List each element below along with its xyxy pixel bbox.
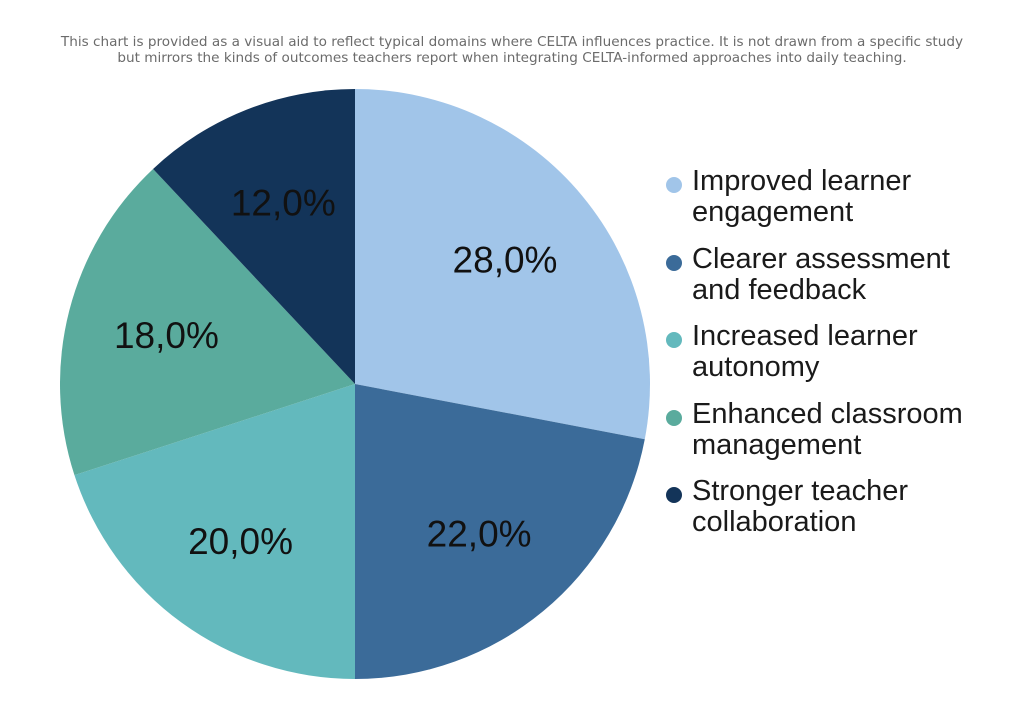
pie-slice-clearer-assessment-and-feedback[interactable] [355, 384, 645, 679]
legend-item-improved-learner-engagement[interactable]: Improved learner engagement [664, 166, 1024, 244]
chart-caption: This chart is provided as a visual aid t… [0, 34, 1024, 66]
legend-label: Clearer assessment and feedback [692, 242, 1024, 306]
data-label-improved-learner-engagement: 28,0% [453, 239, 558, 280]
pie-data-labels: 28,0% 22,0% 20,0% 18,0% 12,0% [114, 182, 558, 562]
legend: Improved learner engagement Clearer asse… [664, 166, 1024, 554]
legend-marker [666, 487, 682, 503]
legend-marker [666, 254, 682, 271]
legend-label-line-2: collaboration [692, 506, 857, 538]
caption-line-1: This chart is provided as a visual aid t… [60, 34, 964, 50]
legend-label-line-1: Clearer assessment [692, 242, 950, 275]
legend-item-increased-learner-autonomy[interactable]: Increased learner autonomy [664, 321, 1024, 399]
data-label-clearer-assessment-and-feedback: 22,0% [427, 514, 532, 555]
pie-slice-improved-learner-engagement[interactable] [355, 89, 650, 440]
legend-label: Improved learner engagement [692, 166, 1024, 228]
caption-line-2: but mirrors the kinds of outcomes teache… [117, 50, 907, 66]
legend-item-clearer-assessment-and-feedback[interactable]: Clearer assessment and feedback [664, 242, 1024, 322]
legend-item-enhanced-classroom-management[interactable]: Enhanced classroom management [664, 397, 1024, 477]
pie-slices [60, 89, 650, 679]
legend-label-line-1: Enhanced classroom [692, 397, 963, 430]
legend-label-line-2: autonomy [692, 351, 820, 383]
legend-label-line-2: and feedback [692, 273, 867, 306]
legend-marker [666, 177, 682, 193]
legend-item-stronger-teacher-collaboration[interactable]: Stronger teacher collaboration [664, 476, 1024, 554]
legend-label: Enhanced classroom management [692, 397, 1024, 461]
legend-marker [666, 332, 682, 348]
data-label-increased-learner-autonomy: 20,0% [188, 521, 293, 562]
legend-label-line-1: Increased learner [692, 320, 918, 352]
pie-slice-increased-learner-autonomy[interactable] [74, 384, 355, 679]
data-label-stronger-teacher-collaboration: 12,0% [231, 182, 336, 223]
legend-marker [666, 409, 682, 426]
legend-label: Increased learner autonomy [692, 321, 1024, 383]
legend-label: Stronger teacher collaboration [692, 476, 1024, 538]
legend-label-line-2: management [692, 428, 862, 461]
pie-slice-enhanced-classroom-management[interactable] [60, 168, 356, 476]
legend-label-line-2: engagement [692, 196, 854, 228]
legend-label-line-1: Stronger teacher [692, 475, 909, 507]
data-label-enhanced-classroom-management: 18,0% [114, 315, 219, 356]
legend-label-line-1: Improved learner [692, 165, 912, 197]
pie-slice-stronger-teacher-collaboration[interactable] [153, 89, 355, 384]
